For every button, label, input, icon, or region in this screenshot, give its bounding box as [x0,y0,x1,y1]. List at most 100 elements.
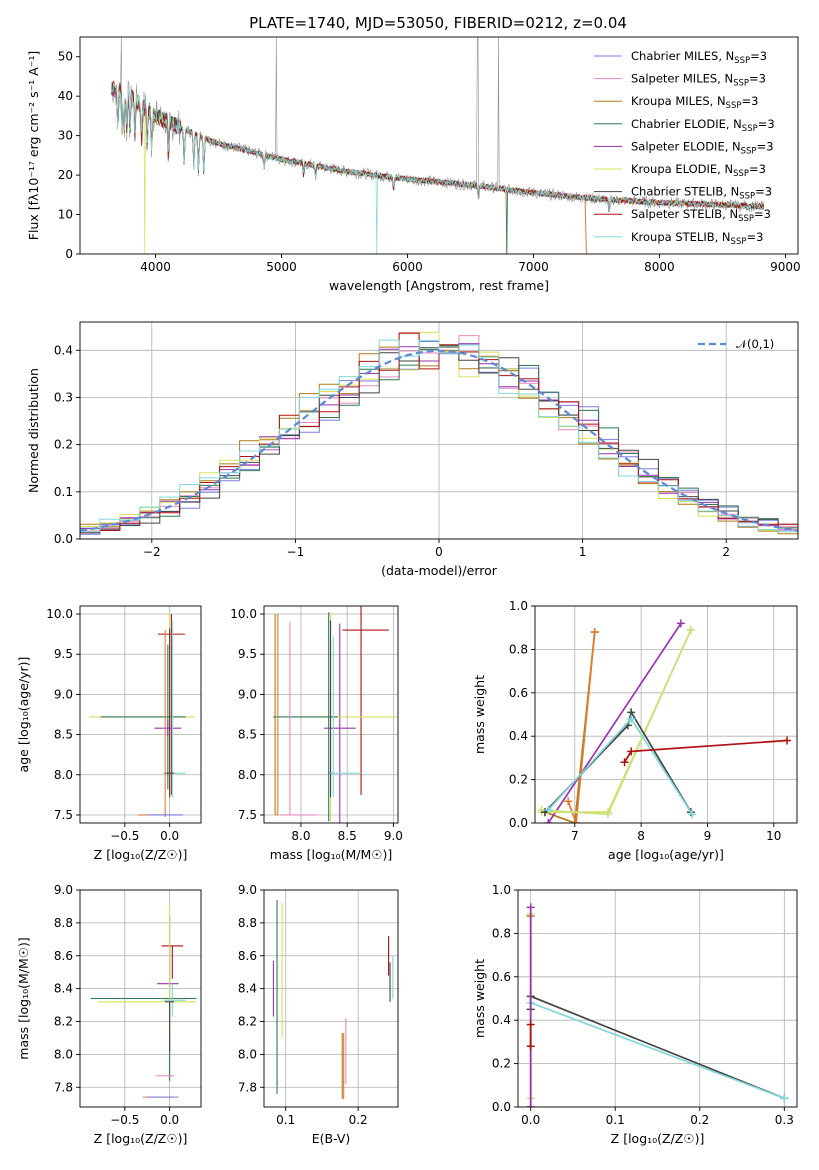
normal-reference-curve [80,349,798,532]
y-tick-label: 7.5 [238,808,257,822]
y-tick-label: 20 [58,168,73,182]
x-tick-label: 9000 [770,260,801,274]
y-axis-label: age [log₁₀(age/yr)] [16,657,31,773]
x-tick-label: 2 [722,545,730,559]
plot-area [90,903,197,1098]
y-tick-label: 9.0 [238,687,257,701]
y-tick-label: 10.0 [230,607,257,621]
x-tick-label: 0.2 [349,1113,368,1127]
x-tick-label: 5000 [266,260,297,274]
legend-suffix: =3 [749,72,766,86]
plot-area [88,612,195,817]
z-age-panel: −0.5 0.0 7.5 8.0 8.5 9.0 9.5 10.0 Z [log₁₀(Z/Z☉)… [16,605,202,862]
x-axis-label: Z [log₁₀(Z/Z☉)] [94,1131,188,1146]
x-tick-label: 8.0 [291,829,310,843]
legend-subscript: SSP [733,79,749,89]
x-axis-label: (data-model)/error [381,563,498,578]
x-tick-label: 0.1 [276,1113,295,1127]
legend-entry: Kroupa MILES, NSSP=3 [631,94,758,111]
y-tick-label: 7.8 [54,1080,73,1094]
age-weight-panel: 7 8 9 10 0.0 0.2 0.4 0.6 0.8 1.0 age [log₁₀(age/yr… [472,599,798,862]
plot-area [526,903,789,1107]
y-tick-label: 9.0 [54,687,73,701]
legend-subscript: SSP [742,124,758,134]
x-tick-label: −0.5 [110,1113,139,1127]
legend-suffix: =3 [754,207,771,221]
y-tick-label: 0.4 [54,343,73,357]
x-tick-label: 9 [704,829,712,843]
y-tick-label: 7.8 [238,1080,257,1094]
x-tick-label: 7000 [518,260,549,274]
y-axis-label: mass weight [472,675,487,754]
y-tick-label: 0.4 [492,1013,511,1027]
y-tick-label: 8.6 [54,949,73,963]
y-tick-label: 8.8 [238,916,257,930]
legend-suffix: =3 [741,94,758,108]
x-axis-label: Z [log₁₀(Z/Z☉)] [611,1131,705,1146]
legend-entry: 𝒩(0,1) [736,337,774,351]
legend-entry: Chabrier ELODIE, NSSP=3 [631,117,775,134]
x-tick-label: 0.3 [775,1113,794,1127]
spectrum-panel: 4000 5000 6000 7000 8000 9000 0 10 20 30 40 50 wavel… [26,36,801,293]
ebv-mass-panel: 0.1 0.2 7.8 8.0 8.2 8.4 8.6 8.8 9.0 E(B-V) [238,883,399,1146]
y-tick-label: 0 [65,247,73,261]
y-tick-label: 8.0 [54,1047,73,1061]
legend-suffix: =3 [750,49,767,63]
plot-area [537,619,792,823]
y-tick-label: 0.3 [54,390,73,404]
legend-subscript: SSP [731,237,747,247]
legend-subscript: SSP [726,101,742,111]
residuals-panel: −2 −1 0 1 2 0.0 0.1 0.2 0.3 0.4 (data-model)/error… [26,321,799,578]
figure-title: PLATE=1740, MJD=53050, FIBERID=0212, z=0… [249,14,627,32]
residual-histogram-step [80,332,798,532]
y-tick-label: 9.5 [54,647,73,661]
x-tick-label: 4000 [140,260,171,274]
x-tick-label: 8000 [644,260,675,274]
x-axis-label: wavelength [Angstrom, rest frame] [329,278,549,293]
y-tick-label: 0.1 [54,485,73,499]
y-tick-label: 8.0 [54,768,73,782]
x-axis-label: E(B-V) [312,1131,351,1146]
legend-entry: Chabrier MILES, NSSP=3 [631,49,767,66]
x-axis-label: mass [log₁₀(M/M☉)] [270,847,392,862]
x-tick-label: 6000 [392,260,423,274]
y-axis-label: mass weight [472,959,487,1038]
axes-frame [79,605,202,824]
y-tick-label: 0.8 [492,926,511,940]
x-tick-label: 9.0 [384,829,403,843]
legend-subscript: SSP [734,56,750,66]
legend: Chabrier MILES, NSSP=3 Salpeter MILES, NS… [594,49,775,247]
x-tick-label: −2 [143,545,161,559]
legend-entry: Kroupa ELODIE, NSSP=3 [631,162,766,179]
x-tick-label: 10 [766,829,781,843]
axes-frame [534,605,798,824]
legend-suffix: =3 [749,162,766,176]
y-tick-label: 0.2 [509,773,528,787]
x-tick-label: 0.0 [160,1113,179,1127]
y-tick-label: 0.0 [492,1100,511,1114]
y-tick-label: 0.6 [509,686,528,700]
x-tick-label: 0 [435,545,443,559]
y-tick-label: 0.6 [492,970,511,984]
y-tick-label: 0.4 [509,729,528,743]
y-tick-label: 0.0 [54,532,73,546]
y-tick-label: 0.0 [509,816,528,830]
y-tick-label: 10 [58,208,73,222]
model-spectrum-edge [584,199,587,254]
x-axis-label: age [log₁₀(age/yr)] [608,847,724,862]
legend-entry: Salpeter STELIB, NSSP=3 [631,207,771,224]
axes-frame [263,605,399,824]
x-tick-label: 0.0 [521,1113,540,1127]
y-tick-label: 9.0 [54,883,73,897]
y-tick-label: 9.0 [238,883,257,897]
y-tick-label: 8.6 [238,949,257,963]
legend-suffix: =3 [758,117,775,131]
x-tick-label: −0.5 [110,829,139,843]
x-tick-label: 0.1 [606,1113,625,1127]
x-axis-label: Z [log₁₀(Z/Z☉)] [94,847,188,862]
legend-entry: Salpeter ELODIE, NSSP=3 [631,139,774,156]
legend-suffix: =3 [746,230,763,244]
y-tick-label: 8.0 [238,768,257,782]
legend-subscript: SSP [741,146,757,156]
